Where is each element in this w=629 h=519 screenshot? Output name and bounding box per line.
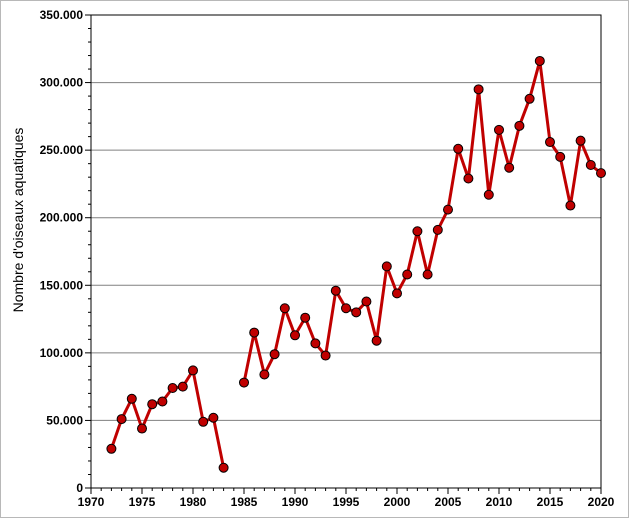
plot-border bbox=[90, 14, 602, 489]
x-tick-label: 2010 bbox=[486, 495, 513, 509]
x-tick-label: 1995 bbox=[333, 495, 360, 509]
data-point bbox=[463, 173, 474, 184]
data-point bbox=[473, 84, 484, 95]
x-tick-label: 2005 bbox=[435, 495, 462, 509]
x-tick-label: 1970 bbox=[78, 495, 105, 509]
data-point bbox=[514, 120, 525, 131]
data-point bbox=[116, 414, 127, 425]
data-point bbox=[555, 151, 566, 162]
data-point bbox=[249, 327, 260, 338]
data-point bbox=[259, 369, 270, 380]
gridlines bbox=[91, 14, 601, 421]
y-tick-label: 100.000 bbox=[40, 346, 84, 360]
data-point bbox=[106, 443, 117, 454]
data-point bbox=[371, 335, 382, 346]
data-point bbox=[198, 416, 209, 427]
data-point bbox=[239, 377, 249, 388]
data-point bbox=[565, 200, 576, 211]
axes bbox=[85, 14, 602, 494]
data-point bbox=[330, 285, 341, 296]
data-point bbox=[126, 393, 137, 404]
data-point bbox=[188, 365, 198, 376]
data-point bbox=[341, 303, 351, 314]
data-point bbox=[392, 288, 402, 299]
y-tick-label: 350.000 bbox=[40, 8, 84, 22]
data-point bbox=[381, 261, 392, 272]
y-tick-label: 300.000 bbox=[40, 76, 84, 90]
data-point bbox=[524, 93, 535, 104]
tick-labels: 0 50.000 100.000 150.000 200.000 250.000 300.0… bbox=[40, 8, 615, 509]
y-tick-label: 250.000 bbox=[40, 143, 84, 157]
data-point bbox=[575, 135, 586, 146]
data-point bbox=[320, 350, 331, 361]
data-point bbox=[361, 296, 372, 307]
data-point bbox=[596, 168, 606, 179]
data-point bbox=[545, 137, 555, 148]
y-tick-label: 150.000 bbox=[40, 278, 84, 292]
x-tick-label: 1985 bbox=[231, 495, 258, 509]
data-point bbox=[310, 338, 321, 349]
data-point bbox=[494, 124, 504, 135]
data-point bbox=[412, 226, 423, 237]
x-tick-label: 2000 bbox=[384, 495, 411, 509]
y-axis-title: Nombre d'oiseaux aquatiques bbox=[10, 128, 26, 313]
data-point bbox=[300, 312, 311, 323]
data-point bbox=[269, 349, 280, 360]
data-point bbox=[177, 381, 188, 392]
data-point bbox=[208, 412, 219, 423]
data-point bbox=[443, 204, 453, 215]
y-tick-label: 0 bbox=[76, 481, 83, 495]
data-point bbox=[137, 423, 147, 434]
data-series bbox=[106, 55, 606, 473]
data-point bbox=[453, 143, 464, 154]
data-point bbox=[504, 162, 515, 173]
data-point bbox=[218, 462, 229, 473]
x-tick-label: 2015 bbox=[537, 495, 564, 509]
data-point bbox=[167, 382, 178, 393]
data-point bbox=[351, 307, 362, 318]
data-point bbox=[290, 330, 300, 341]
data-point bbox=[402, 269, 413, 280]
data-point bbox=[147, 399, 158, 410]
data-point bbox=[534, 55, 545, 66]
data-point bbox=[422, 269, 433, 280]
data-point bbox=[585, 160, 596, 171]
x-tick-label: 1990 bbox=[282, 495, 309, 509]
y-tick-label: 50.000 bbox=[46, 413, 83, 427]
x-tick-label: 1975 bbox=[129, 495, 156, 509]
data-point bbox=[157, 396, 168, 407]
y-tick-label: 200.000 bbox=[40, 211, 84, 225]
x-tick-label: 2020 bbox=[588, 495, 615, 509]
data-point bbox=[279, 303, 290, 314]
data-point bbox=[483, 189, 494, 200]
x-tick-label: 1980 bbox=[180, 495, 207, 509]
data-point bbox=[432, 224, 443, 235]
